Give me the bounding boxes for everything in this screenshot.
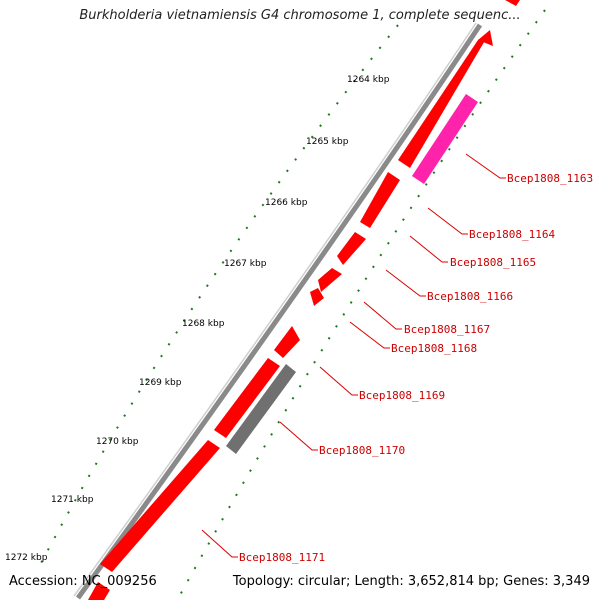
kbp-label: 1270 kbp <box>96 437 139 447</box>
gene-feature[interactable] <box>100 440 220 572</box>
gene-feature[interactable] <box>310 288 324 306</box>
gene-label[interactable]: Bcep1808_1165 <box>450 256 536 269</box>
kbp-labels: 1264 kbp 1265 kbp 1266 kbp 1267 kbp 1268… <box>5 75 390 563</box>
kbp-label: 1271 kbp <box>51 495 94 505</box>
kbp-label: 1269 kbp <box>139 378 182 388</box>
gene-feature[interactable] <box>88 582 110 600</box>
gene-labels: Bcep1808_1163 Bcep1808_1164 Bcep1808_116… <box>239 172 593 564</box>
gene-label[interactable]: Bcep1808_1167 <box>404 323 490 336</box>
gene-label[interactable]: Bcep1808_1170 <box>319 444 405 457</box>
kbp-label: 1264 kbp <box>347 75 390 85</box>
gene-label-lines <box>201 153 506 558</box>
inner-tick-ring <box>39 24 399 566</box>
chromosome-backbone <box>75 23 483 600</box>
gene-feature-pseudo[interactable] <box>226 364 296 454</box>
gene-features <box>88 0 520 600</box>
gene-feature[interactable] <box>398 32 490 168</box>
gene-label[interactable]: Bcep1808_1171 <box>239 551 325 564</box>
gene-feature[interactable] <box>274 326 300 358</box>
gene-feature[interactable] <box>500 0 520 6</box>
kbp-label: 1265 kbp <box>306 137 349 147</box>
topology-text: Topology: circular; Length: 3,652,814 bp… <box>232 574 590 589</box>
gene-label[interactable]: Bcep1808_1168 <box>391 342 477 355</box>
map-title: Burkholderia vietnamiensis G4 chromosome… <box>79 8 521 23</box>
accession-text: Accession: NC_009256 <box>9 574 157 589</box>
gene-feature[interactable] <box>478 30 493 46</box>
gene-label[interactable]: Bcep1808_1163 <box>507 172 593 185</box>
gene-feature[interactable] <box>318 268 342 292</box>
kbp-label: 1268 kbp <box>182 319 225 329</box>
gene-feature-highlight[interactable] <box>412 94 478 184</box>
gene-label[interactable]: Bcep1808_1164 <box>469 228 555 241</box>
gene-feature[interactable] <box>337 232 366 265</box>
kbp-label: 1272 kbp <box>5 553 48 563</box>
gene-label[interactable]: Bcep1808_1166 <box>427 290 513 303</box>
gene-feature[interactable] <box>360 172 400 228</box>
kbp-label: 1266 kbp <box>265 198 308 208</box>
gene-label[interactable]: Bcep1808_1169 <box>359 389 445 402</box>
kbp-label: 1267 kbp <box>224 259 267 269</box>
chromosome-backbone-highlight <box>73 22 477 597</box>
gene-feature[interactable] <box>214 358 280 438</box>
